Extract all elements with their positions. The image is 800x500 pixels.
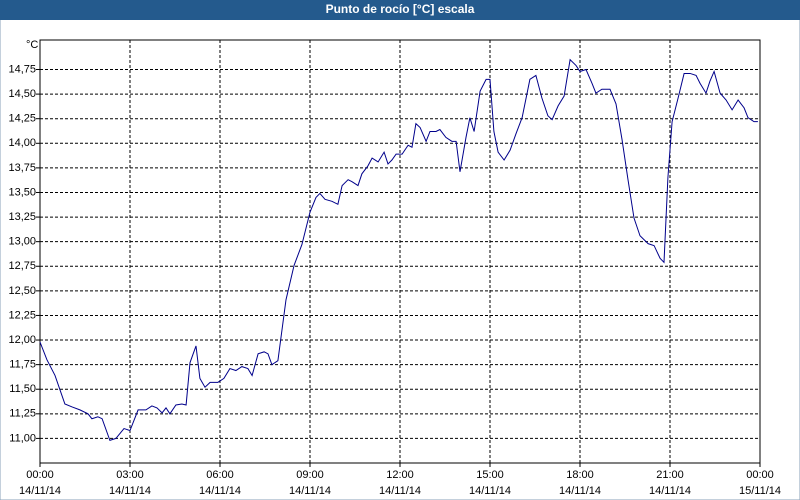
title-bar: [0, 0, 800, 20]
x-tick-label: 21:00: [656, 469, 684, 481]
data-line: [39, 58, 758, 441]
y-tick-label: 13,25: [8, 211, 36, 223]
x-tick-date: 14/11/14: [19, 485, 61, 497]
x-tick-label: 15:00: [476, 469, 504, 481]
y-tick-label: 13,00: [8, 236, 36, 248]
x-tick-date: 15/11/14: [739, 485, 781, 497]
y-tick-label: 11,75: [9, 359, 36, 371]
y-tick-label: 13,75: [8, 162, 36, 174]
y-tick-label: 12,50: [8, 285, 36, 297]
y-axis-label: °C: [26, 39, 38, 51]
x-tick-date: 14/11/14: [559, 485, 601, 497]
x-tick-label: 12:00: [386, 469, 414, 481]
y-tick-label: 12,00: [8, 334, 36, 346]
y-tick-label: 12,25: [8, 309, 36, 321]
x-tick-label: 00:00: [26, 469, 54, 481]
y-tick-label: 11,25: [9, 408, 36, 420]
x-tick-label: 00:00: [746, 469, 774, 481]
x-tick-date: 14/11/14: [289, 485, 331, 497]
y-tick-label: 14,00: [8, 137, 36, 149]
x-tick-label: 03:00: [116, 469, 144, 481]
x-tick-date: 14/11/14: [649, 485, 691, 497]
y-tick-label: 14,25: [8, 113, 36, 125]
y-tick-label: 12,75: [8, 260, 36, 272]
y-tick-label: 11,00: [9, 432, 36, 444]
x-tick-date: 14/11/14: [379, 485, 421, 497]
x-tick-date: 14/11/14: [469, 485, 511, 497]
x-tick-date: 14/11/14: [199, 485, 241, 497]
y-tick-label: 14,50: [8, 88, 36, 100]
plot-frame: [39, 39, 761, 464]
y-tick-label: 13,50: [8, 186, 36, 198]
chart-title: Punto de rocío [°C] escala: [326, 2, 475, 16]
x-tick-label: 06:00: [206, 469, 234, 481]
y-tick-label: 14,75: [8, 63, 36, 75]
x-tick-date: 14/11/14: [109, 485, 151, 497]
y-tick-label: 11,50: [9, 383, 36, 395]
x-tick-label: 18:00: [566, 469, 594, 481]
x-tick-label: 09:00: [296, 469, 324, 481]
